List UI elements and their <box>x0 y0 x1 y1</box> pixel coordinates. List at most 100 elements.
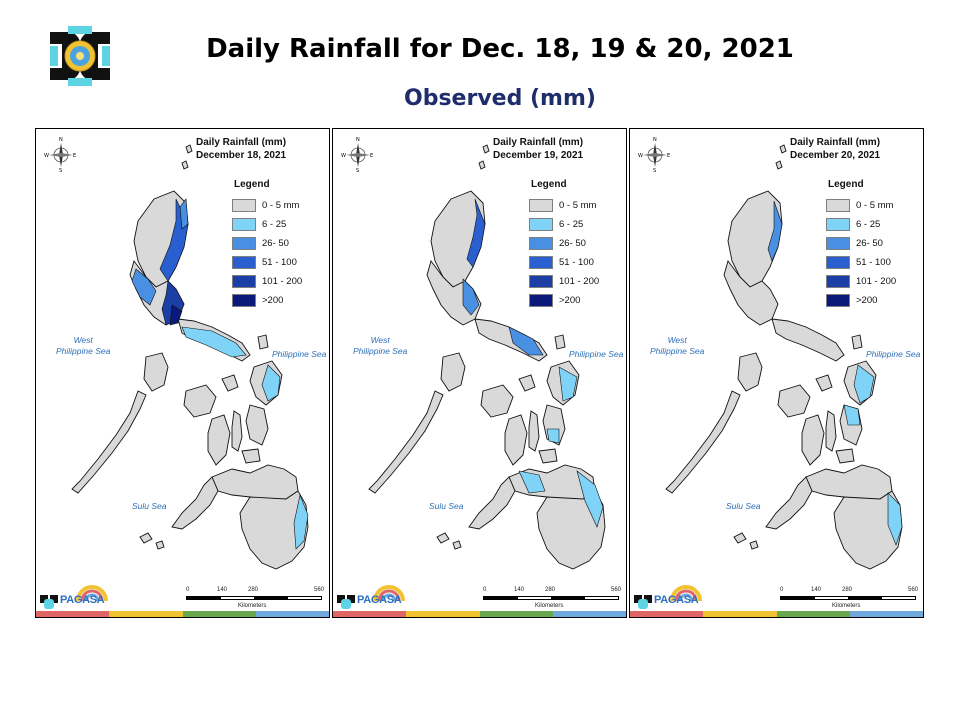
scale-tick: 280 <box>842 587 853 593</box>
pagasa-wordmark: PAGASA <box>357 594 402 606</box>
legend: Legend 0 - 5 mm 6 - 25 26- 50 51 - 100 101 -… <box>232 179 302 310</box>
rainfall-area-3 <box>508 326 544 356</box>
stripe-segment <box>776 611 850 617</box>
legend-label: 51 - 100 <box>262 257 297 268</box>
legend-title: Legend <box>531 179 567 190</box>
legend-item: >200 <box>232 291 302 310</box>
pagasa-logo-icon <box>632 579 712 617</box>
legend-item: 51 - 100 <box>232 253 302 272</box>
map-panels: N S W E Daily Rainfall (mm) December 18,… <box>35 128 924 618</box>
island-sulu-islands <box>436 532 462 550</box>
legend-swatch <box>826 237 850 250</box>
island-sulu-islands <box>733 532 759 550</box>
scale-tick: 140 <box>514 587 525 593</box>
svg-text:W: W <box>44 153 49 159</box>
rainfall-area-1 <box>767 200 783 262</box>
pagasa-logo-icon <box>335 579 415 617</box>
scale-tick: 560 <box>908 587 919 593</box>
rainfall-area-8 <box>293 493 309 550</box>
stripe-segment <box>36 611 110 617</box>
island-palawan <box>665 390 741 494</box>
stripe-segment <box>406 611 480 617</box>
legend-label: 101 - 200 <box>559 276 600 287</box>
scale-bar <box>780 596 916 600</box>
legend-swatch <box>529 256 553 269</box>
legend-swatch <box>529 237 553 250</box>
stripe-segment <box>479 611 553 617</box>
island-zamboanga <box>171 476 219 530</box>
svg-text:N: N <box>356 137 360 143</box>
legend-swatch <box>529 218 553 231</box>
svg-text:W: W <box>341 153 346 159</box>
legend-label: >200 <box>856 295 878 306</box>
philippines-map <box>665 144 903 570</box>
legend-label: 6 - 25 <box>559 219 584 230</box>
island-batanes <box>775 144 787 170</box>
island-masbate <box>221 374 239 392</box>
legend-item: 6 - 25 <box>529 215 599 234</box>
rainfall-area-4 <box>169 304 183 326</box>
scale-tick: 140 <box>217 587 228 593</box>
rainfall-area-5 <box>181 326 247 358</box>
island-negros <box>801 414 825 466</box>
sea-label-sulu: Sulu Sea <box>726 501 761 511</box>
stripe-segment <box>255 611 329 617</box>
legend-item: 26- 50 <box>232 234 302 253</box>
legend-label: >200 <box>559 295 581 306</box>
legend-label: >200 <box>262 295 284 306</box>
scale-tick: 280 <box>545 587 556 593</box>
island-batanes <box>478 144 490 170</box>
sea-label-philippine: Philippine Sea <box>866 349 921 359</box>
legend-swatch <box>232 256 256 269</box>
color-stripe <box>333 611 626 617</box>
legend-item: 0 - 5 mm <box>826 196 896 215</box>
legend-swatch <box>232 294 256 307</box>
island-mindoro <box>440 352 466 392</box>
scale-bar <box>186 596 322 600</box>
island-cebu <box>231 410 243 452</box>
map-title: Daily Rainfall (mm) <box>493 137 584 148</box>
island-zamboanga <box>468 476 516 530</box>
island-luzon-south <box>771 318 845 362</box>
legend-item: 101 - 200 <box>529 272 599 291</box>
scale-tick: 140 <box>811 587 822 593</box>
legend-title: Legend <box>234 179 270 190</box>
island-palawan <box>71 390 147 494</box>
legend-swatch <box>826 294 850 307</box>
island-sulu-islands <box>139 532 165 550</box>
stripe-segment <box>333 611 407 617</box>
island-mindoro <box>143 352 169 392</box>
rainfall-area-5 <box>546 428 560 444</box>
svg-text:N: N <box>59 137 63 143</box>
scale-unit: Kilometers <box>535 603 564 609</box>
legend-item: 51 - 100 <box>826 253 896 272</box>
legend-swatch <box>529 199 553 212</box>
island-negros <box>504 414 528 466</box>
legend-item: 51 - 100 <box>529 253 599 272</box>
legend-swatch <box>826 199 850 212</box>
sea-label-philippine: Philippine Sea <box>272 349 327 359</box>
legend-swatch <box>826 275 850 288</box>
legend-title: Legend <box>828 179 864 190</box>
legend-label: 0 - 5 mm <box>559 200 597 211</box>
scale-tick: 0 <box>186 587 190 593</box>
rainfall-area-1 <box>466 198 486 268</box>
map-title-block: Daily Rainfall (mm) December 19, 2021 <box>493 136 583 162</box>
svg-text:S: S <box>653 168 656 173</box>
island-batanes <box>181 144 193 170</box>
rainfall-map-panel-3: N S W E Daily Rainfall (mm) December 20,… <box>629 128 924 618</box>
legend-label: 26- 50 <box>262 238 289 249</box>
scale-tick: 280 <box>248 587 259 593</box>
stripe-segment <box>849 611 923 617</box>
legend-swatch <box>232 275 256 288</box>
legend-swatch <box>529 294 553 307</box>
rainfall-area-2 <box>853 364 875 404</box>
legend-swatch <box>529 275 553 288</box>
rainfall-area-7 <box>179 198 189 230</box>
legend-item: 6 - 25 <box>826 215 896 234</box>
stripe-segment <box>630 611 704 617</box>
rainfall-area-4 <box>558 366 578 402</box>
scale-unit: Kilometers <box>238 603 267 609</box>
pagasa-logo-icon <box>38 579 118 617</box>
svg-text:E: E <box>667 153 670 159</box>
